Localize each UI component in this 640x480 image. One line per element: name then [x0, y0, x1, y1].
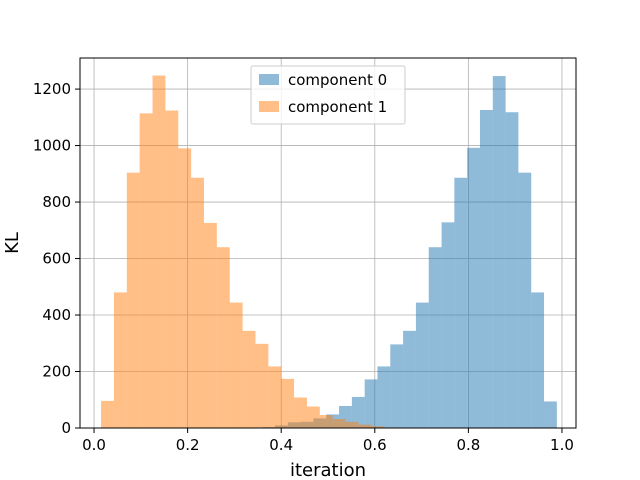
bar-component-1-6 [178, 148, 192, 428]
bar-component-1-4 [152, 75, 166, 429]
bar-component-0-10 [390, 344, 404, 428]
bar-component-0-21 [531, 292, 545, 428]
y-tick-label-1: 200 [42, 363, 71, 381]
bar-component-0-19 [505, 112, 519, 428]
bar-component-0-15 [454, 177, 468, 428]
bar-component-0-18 [492, 76, 506, 429]
bar-component-1-14 [281, 378, 295, 428]
bar-component-1-9 [216, 247, 230, 428]
bar-component-1-5 [165, 110, 179, 428]
x-axis-ticks: 0.0 0.2 0.4 0.6 0.8 1.0 [82, 428, 574, 454]
bar-component-1-15 [294, 397, 307, 428]
bar-component-1-12 [255, 343, 269, 428]
bar-component-1-19 [345, 421, 359, 428]
bar-component-1-3 [139, 113, 153, 429]
y-axis-ticks: 0 200 400 600 800 1000 1200 [33, 80, 80, 437]
bar-component-0-16 [467, 147, 480, 429]
bar-component-0-17 [479, 109, 493, 428]
legend: component 0 component 1 [250, 65, 406, 125]
x-tick-label-5: 1.0 [550, 436, 574, 454]
series-component-0 [262, 76, 557, 429]
y-tick-label-2: 400 [42, 306, 71, 324]
bar-component-1-20 [358, 424, 372, 428]
bar-component-0-14 [441, 222, 455, 428]
y-tick-label-4: 800 [42, 193, 71, 211]
x-tick-label-3: 0.6 [363, 436, 387, 454]
y-axis-label: KL [2, 232, 23, 254]
bar-component-1-2 [126, 172, 140, 428]
bar-component-1-0 [101, 400, 114, 428]
bar-component-0-7 [351, 396, 365, 428]
plot-frame [79, 57, 577, 429]
bar-component-0-22 [544, 401, 557, 428]
bar-component-0-11 [403, 330, 416, 428]
bar-component-0-20 [518, 172, 532, 428]
bar-component-1-8 [204, 222, 217, 428]
y-tick-label-3: 600 [42, 250, 71, 268]
x-tick-label-1: 0.2 [176, 436, 200, 454]
x-axis-label: iteration [290, 460, 366, 480]
bar-component-1-13 [268, 366, 282, 428]
bar-component-1-1 [113, 292, 127, 428]
x-tick-label-2: 0.4 [269, 436, 293, 454]
y-tick-label-6: 1200 [33, 80, 71, 98]
bar-component-0-13 [428, 247, 442, 428]
y-tick-label-5: 1000 [33, 137, 71, 155]
bar-component-0-8 [364, 379, 378, 428]
bar-component-0-9 [377, 366, 391, 428]
histogram-bars [101, 75, 557, 429]
bar-component-1-7 [191, 177, 204, 428]
series-component-1 [101, 75, 398, 429]
y-tick-label-0: 0 [61, 419, 71, 437]
legend-label-component-1: component 1 [288, 98, 387, 116]
legend-swatch-component-0 [259, 74, 279, 85]
legend-label-component-0: component 0 [288, 71, 387, 89]
legend-box [250, 65, 406, 125]
bar-component-1-18 [332, 418, 346, 428]
bar-component-1-16 [306, 406, 320, 428]
bar-component-1-21 [371, 426, 385, 428]
bar-component-0-12 [415, 302, 429, 428]
bar-component-1-11 [242, 330, 256, 428]
x-tick-label-4: 0.8 [456, 436, 480, 454]
x-tick-label-0: 0.0 [82, 436, 106, 454]
legend-swatch-component-1 [259, 101, 279, 112]
bar-component-1-17 [319, 415, 333, 428]
bar-component-1-10 [229, 302, 243, 428]
